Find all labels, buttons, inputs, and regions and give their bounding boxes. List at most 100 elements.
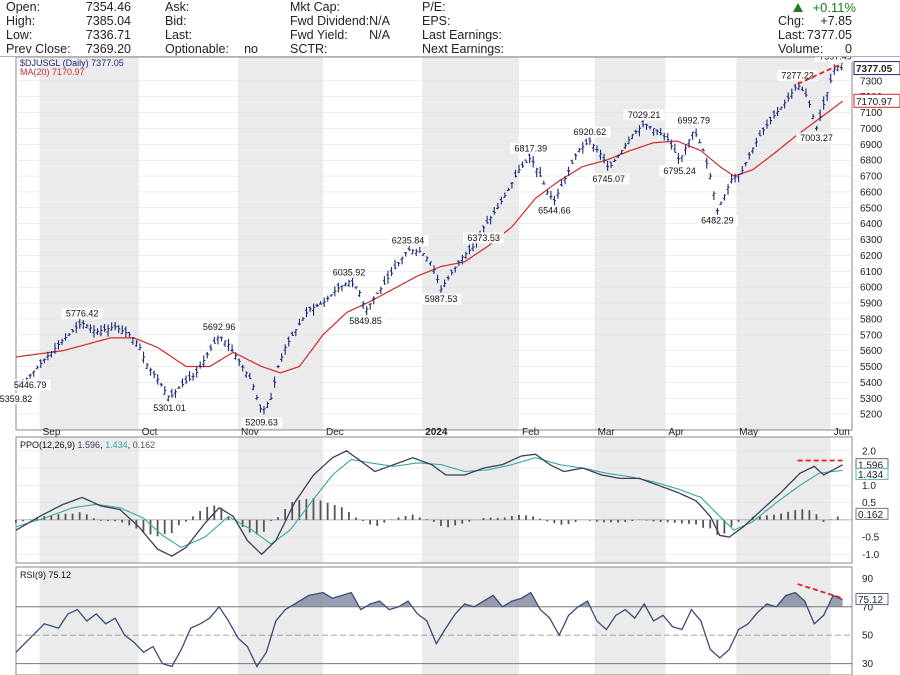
ppo-last-label: 1.434 [858, 470, 883, 481]
annotation-label: 6920.62 [574, 127, 607, 137]
annotation-bg [696, 215, 738, 227]
price-tick-label: 6900 [860, 140, 883, 151]
annotation-bg [61, 308, 103, 320]
price-tick-label: 6600 [860, 187, 883, 198]
sctr-label: SCTR: [290, 42, 328, 56]
last-label: Last: [165, 28, 193, 42]
month-band [237, 57, 324, 430]
last-label-2: Last: [778, 28, 806, 42]
price-tick-label: 5500 [860, 362, 883, 373]
ppo-histogram-bar [121, 519, 124, 523]
price-tick-label: 7300 [860, 76, 883, 87]
ohlc-series [14, 64, 843, 415]
ppo-histogram-bar [85, 514, 88, 520]
ppo-legend-part: , [128, 440, 133, 450]
ppo-histogram-bar [22, 519, 24, 522]
rsi-tick-label: 90 [862, 574, 874, 585]
ppo-histogram-bar [617, 519, 620, 523]
annotation-label: 5359.82 [0, 394, 32, 404]
ppo-histogram-bar [610, 519, 612, 523]
month-band [39, 57, 139, 430]
rsi-last-label: 75.12 [858, 595, 883, 606]
ppo-histogram-bar [241, 519, 244, 527]
ppo-histogram-bar [794, 510, 797, 520]
ppo-histogram-bar [836, 516, 839, 520]
ppo-histogram-bar [319, 500, 322, 520]
ppo-tick-label: -1.0 [862, 550, 880, 561]
price-tick-label: 7100 [860, 108, 883, 119]
ppo-histogram-bar [107, 519, 109, 522]
x-axis-label: Feb [522, 427, 540, 438]
price-tick-label: 6400 [860, 219, 883, 230]
ppo-histogram-bar [716, 519, 719, 535]
price-tick-label: 5600 [860, 346, 883, 357]
rsi-tick-label: 30 [862, 659, 874, 670]
price-legend-symbol: $DJUSGL (Daily) 7377.05 [20, 58, 124, 68]
annotation-label: 5692.96 [203, 322, 236, 332]
ppo-histogram-bar [489, 517, 492, 520]
annotation-bg [198, 321, 240, 333]
annotation-bg [659, 165, 701, 177]
ppo-histogram-bar [765, 515, 768, 520]
price-tick-label: 5200 [860, 410, 883, 421]
price-tick-label: 6800 [860, 156, 883, 167]
ppo-histogram-bar [255, 519, 258, 535]
ppo-histogram-bar [447, 519, 449, 528]
ppo-histogram-bar [808, 510, 811, 520]
ppo-legend-part: , [100, 440, 105, 450]
ppo-legend-part: 0.162 [133, 440, 156, 450]
ppo-histogram-bar [397, 517, 400, 520]
fwd-yield-value: N/A [369, 28, 390, 42]
annotation-label: 5849.85 [349, 316, 382, 326]
last-earnings-label: Last Earnings: [422, 28, 502, 42]
price-tick-label: 6500 [860, 203, 883, 214]
ppo-histogram-bar [815, 514, 818, 520]
price-tick-label: 5900 [860, 299, 883, 310]
rsi-tick-label: 50 [862, 631, 874, 642]
ppo-histogram-bar [100, 519, 102, 521]
ppo-legend-part: 1.596 [78, 440, 101, 450]
ppo-histogram-bar [114, 519, 116, 522]
annotation-label: 6795.24 [663, 166, 696, 176]
rsi-last-box [855, 593, 889, 605]
ppo-histogram-bar [71, 513, 74, 520]
ppo-legend-part: 1.434 [105, 440, 128, 450]
ppo-last-box [855, 467, 889, 480]
chart-area: 5200 5300 5400 5500 5600 5700 5800 5900 6000 6100… [0, 57, 900, 675]
x-axis-label: 2024 [425, 427, 448, 438]
annotation-bg [533, 205, 575, 217]
x-axis-label: Mar [598, 427, 616, 438]
ppo-legend-part: PPO(12,26,9) [20, 440, 78, 450]
annotation-label: 6745.07 [592, 174, 625, 184]
last-price-label: 7377.05 [856, 64, 893, 75]
month-band [237, 437, 324, 563]
annotation-label: 7003.27 [800, 133, 833, 143]
ppo-histogram-bar [270, 519, 272, 521]
annotation-label: 6035.92 [333, 267, 366, 277]
annotation-bg [569, 126, 611, 138]
annotation-bg [148, 402, 191, 414]
ppo-histogram-bar [659, 519, 662, 522]
month-band [237, 567, 324, 675]
annotation-label: 5987.53 [425, 294, 458, 304]
price-tick-label: 5700 [860, 330, 883, 341]
price-tick-label: 5400 [860, 378, 883, 389]
annotation-bg [777, 69, 819, 81]
ppo-histogram-bar [192, 516, 194, 520]
ppo-histogram-bar [170, 519, 173, 534]
annotation-bg [588, 173, 630, 185]
high-label: High: [6, 14, 36, 28]
fwd-yield-label: Fwd Yield: [290, 28, 348, 42]
x-axis-label: Dec [326, 427, 344, 438]
month-band [422, 437, 520, 563]
price-tick-label: 7000 [860, 124, 883, 135]
annotation-bg [796, 132, 838, 144]
ppo-histogram-bar [518, 514, 520, 520]
volume-value: 0 [845, 42, 852, 56]
ppo-histogram-bar [539, 518, 542, 520]
ask-label: Ask: [165, 0, 190, 14]
ppo-histogram-bar [128, 519, 131, 526]
volume-label: Volume: [778, 42, 824, 56]
rsi-line [15, 591, 843, 668]
